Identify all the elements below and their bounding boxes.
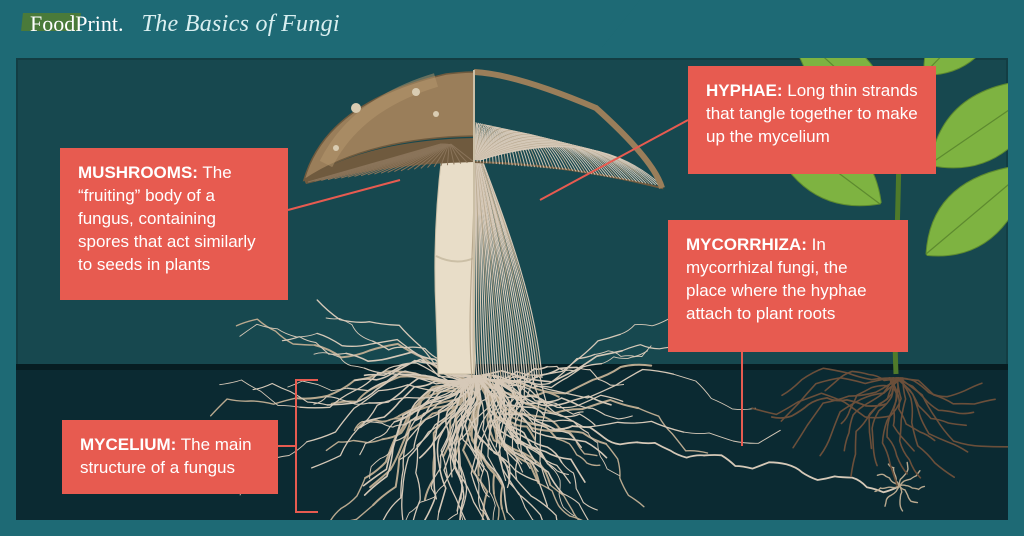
page-title: The Basics of Fungi <box>142 11 340 38</box>
logo-text-a: Food <box>30 11 75 36</box>
callout-term: MYCELIUM: <box>80 435 176 454</box>
infographic-canvas: FoodPrint. The Basics of Fungi MUSHROOMS… <box>0 0 1024 536</box>
header-bar: FoodPrint. The Basics of Fungi <box>0 0 640 48</box>
callout-term: MUSHROOMS: <box>78 163 198 182</box>
callout-term: HYPHAE: <box>706 81 783 100</box>
callout-hyphae: HYPHAE: Long thin strands that tangle to… <box>688 66 936 174</box>
logo-text-b: Print. <box>75 11 123 36</box>
callout-term: MYCORRHIZA: <box>686 235 807 254</box>
callout-mushrooms: MUSHROOMS: The “fruiting” body of a fung… <box>60 148 288 300</box>
brand-logo: FoodPrint. <box>26 9 128 39</box>
callout-mycorrhiza: MYCORRHIZA: In mycorrhizal fungi, the pl… <box>668 220 908 352</box>
callout-mycelium: MYCELIUM: The main structure of a fungus <box>62 420 278 494</box>
